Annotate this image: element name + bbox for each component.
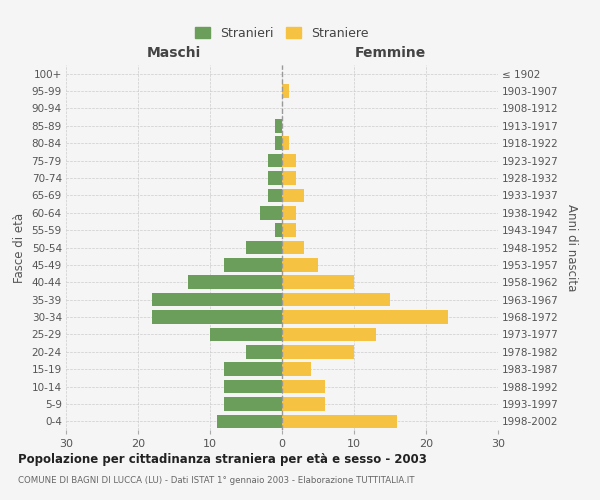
Bar [275,136,282,150]
Bar [282,224,296,237]
Bar [282,171,296,185]
Bar [282,345,354,358]
Bar [282,310,448,324]
Bar [188,276,282,289]
Bar [224,258,282,272]
Bar [282,397,325,410]
Text: COMUNE DI BAGNI DI LUCCA (LU) - Dati ISTAT 1° gennaio 2003 - Elaborazione TUTTIT: COMUNE DI BAGNI DI LUCCA (LU) - Dati IST… [18,476,415,485]
Bar [224,397,282,410]
Bar [210,328,282,341]
Bar [246,345,282,358]
Bar [282,188,304,202]
Bar [152,293,282,306]
Y-axis label: Anni di nascita: Anni di nascita [565,204,578,291]
Bar [282,258,318,272]
Bar [224,380,282,394]
Legend: Stranieri, Straniere: Stranieri, Straniere [190,22,374,45]
Bar [260,206,282,220]
Bar [282,84,289,98]
Bar [282,240,304,254]
Bar [282,206,296,220]
Bar [282,293,390,306]
Bar [282,276,354,289]
Text: Popolazione per cittadinanza straniera per età e sesso - 2003: Popolazione per cittadinanza straniera p… [18,452,427,466]
Bar [224,362,282,376]
Bar [282,380,325,394]
Bar [282,328,376,341]
Text: Femmine: Femmine [355,46,425,60]
Bar [282,414,397,428]
Bar [275,119,282,132]
Bar [152,310,282,324]
Bar [275,224,282,237]
Bar [246,240,282,254]
Y-axis label: Fasce di età: Fasce di età [13,212,26,282]
Text: Maschi: Maschi [147,46,201,60]
Bar [268,188,282,202]
Bar [268,171,282,185]
Bar [282,136,289,150]
Bar [217,414,282,428]
Bar [282,362,311,376]
Bar [282,154,296,168]
Bar [268,154,282,168]
